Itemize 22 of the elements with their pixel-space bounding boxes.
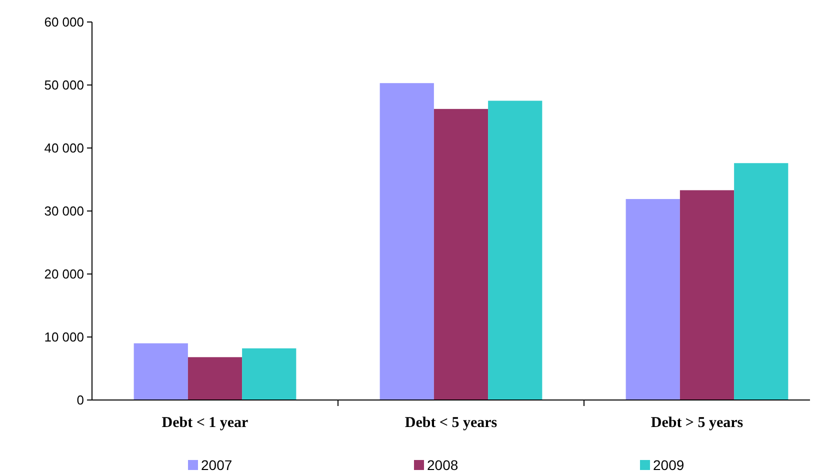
bar: [380, 83, 434, 400]
y-tick-label: 10 000: [44, 330, 84, 345]
bar: [434, 108, 488, 400]
legend-label: 2009: [653, 457, 684, 473]
bar: [188, 357, 242, 400]
y-tick-label: 20 000: [44, 266, 84, 282]
y-tick-label: 40 000: [44, 140, 84, 156]
x-tick-label: Debt > 5 years: [650, 415, 744, 431]
x-tick-label: Debt < 1 year: [162, 415, 249, 431]
y-tick-label: 50 000: [44, 78, 84, 93]
legend-label: 2008: [427, 457, 458, 473]
x-tick-label: Debt < 5 years: [404, 415, 498, 431]
y-tick-label: 0: [76, 392, 84, 408]
bar: [488, 100, 542, 400]
bar: [680, 190, 734, 400]
bar: [626, 199, 680, 400]
bar: [242, 348, 296, 400]
bar: [734, 163, 788, 400]
y-tick-label: 60 000: [44, 14, 84, 30]
legend-label: 2007: [201, 457, 232, 473]
bar: [134, 343, 188, 400]
y-tick-label: 30 000: [44, 204, 84, 219]
